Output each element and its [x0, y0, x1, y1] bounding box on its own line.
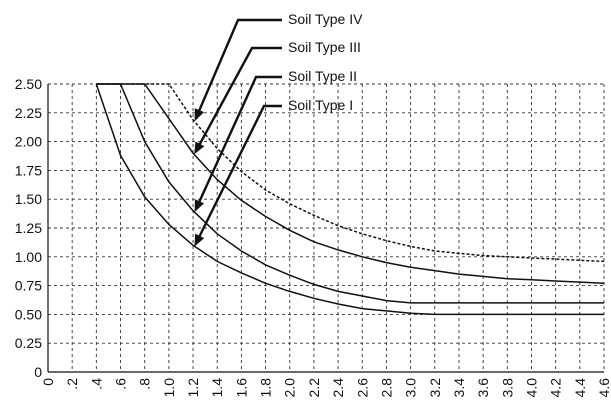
- legend-arrow: [195, 75, 282, 208]
- legend-arrow: [195, 104, 282, 242]
- x-tick-label: 1.6: [233, 378, 249, 398]
- x-tick-label: 4.6: [596, 378, 611, 398]
- tick-labels: 0 .2 .4 .6 .8 1.0 1.2 1.4 1.6 1.8 2.0 2.2 2.4 2.6 2.8 3…: [15, 76, 611, 397]
- x-tick-label: 3.8: [499, 378, 515, 398]
- y-tick-label: 1.50: [15, 191, 42, 207]
- legend-item-soil-type-iii: Soil Type III: [194, 39, 361, 155]
- legend-label: Soil Type IV: [288, 11, 363, 27]
- legend-arrow: [195, 18, 282, 117]
- legend-item-soil-type-iv: Soil Type IV: [194, 11, 363, 122]
- y-tick-label: 0.50: [15, 306, 42, 322]
- arrowhead-icon: [194, 108, 205, 122]
- x-tick-label: 3.2: [427, 378, 443, 398]
- x-tick-label: .2: [64, 378, 80, 390]
- axes: [47, 84, 604, 373]
- y-tick-label: 2.50: [15, 76, 42, 92]
- x-tick-label: 1.2: [185, 378, 201, 398]
- x-tick-label: 1.0: [161, 378, 177, 398]
- series-soil-type-ii: [96, 83, 604, 304]
- legend-label: Soil Type I: [288, 97, 353, 113]
- x-tick-label: 2.0: [282, 378, 298, 398]
- arrowhead-icon: [194, 199, 205, 213]
- series: [95, 83, 605, 316]
- legend-arrow: [195, 46, 282, 150]
- x-tick-label: .6: [113, 378, 129, 390]
- x-tick-label: .8: [137, 378, 153, 390]
- x-tick-label: 4.2: [548, 378, 564, 398]
- series-soil-type-iv: [96, 83, 605, 263]
- arrowhead-icon: [194, 233, 205, 247]
- y-tick-label: 2.25: [15, 105, 42, 121]
- legend-item-soil-type-i: Soil Type I: [194, 97, 353, 247]
- y-tick-label: 1.75: [15, 162, 42, 178]
- x-tick-label: 2.2: [306, 378, 322, 398]
- legend: Soil Type IV Soil Type III Soil Type II Soi…: [194, 11, 363, 247]
- y-tick-label: 0: [34, 364, 42, 380]
- grid: [48, 83, 605, 372]
- y-tick-label: 0.25: [15, 335, 42, 351]
- series-soil-type-i: [95, 83, 604, 316]
- arrowhead-icon: [194, 141, 205, 155]
- x-tick-label: 3.6: [475, 378, 491, 398]
- y-tick-label: 1.25: [15, 220, 42, 236]
- x-tick-label: 2.6: [354, 378, 370, 398]
- legend-item-soil-type-ii: Soil Type II: [194, 68, 357, 213]
- x-tick-label: 1.8: [258, 378, 274, 398]
- x-tick-label: 0: [40, 378, 56, 386]
- x-tick-label: 4.0: [523, 378, 539, 398]
- y-tick-label: 2.00: [15, 134, 42, 150]
- x-tick-label: 4.4: [572, 378, 588, 398]
- y-tick-label: 0.75: [15, 278, 42, 294]
- x-tick-label: 3.0: [403, 378, 419, 398]
- x-tick-label: .4: [88, 378, 104, 390]
- legend-label: Soil Type II: [288, 68, 357, 84]
- x-tick-label: 2.4: [330, 378, 346, 398]
- legend-label: Soil Type III: [288, 39, 361, 55]
- x-tick-label: 3.4: [451, 378, 467, 398]
- x-tick-label: 1.4: [209, 378, 225, 398]
- x-tick-label: 2.8: [378, 378, 394, 398]
- series-soil-type-iii: [96, 83, 605, 285]
- y-tick-label: 1.00: [15, 249, 42, 265]
